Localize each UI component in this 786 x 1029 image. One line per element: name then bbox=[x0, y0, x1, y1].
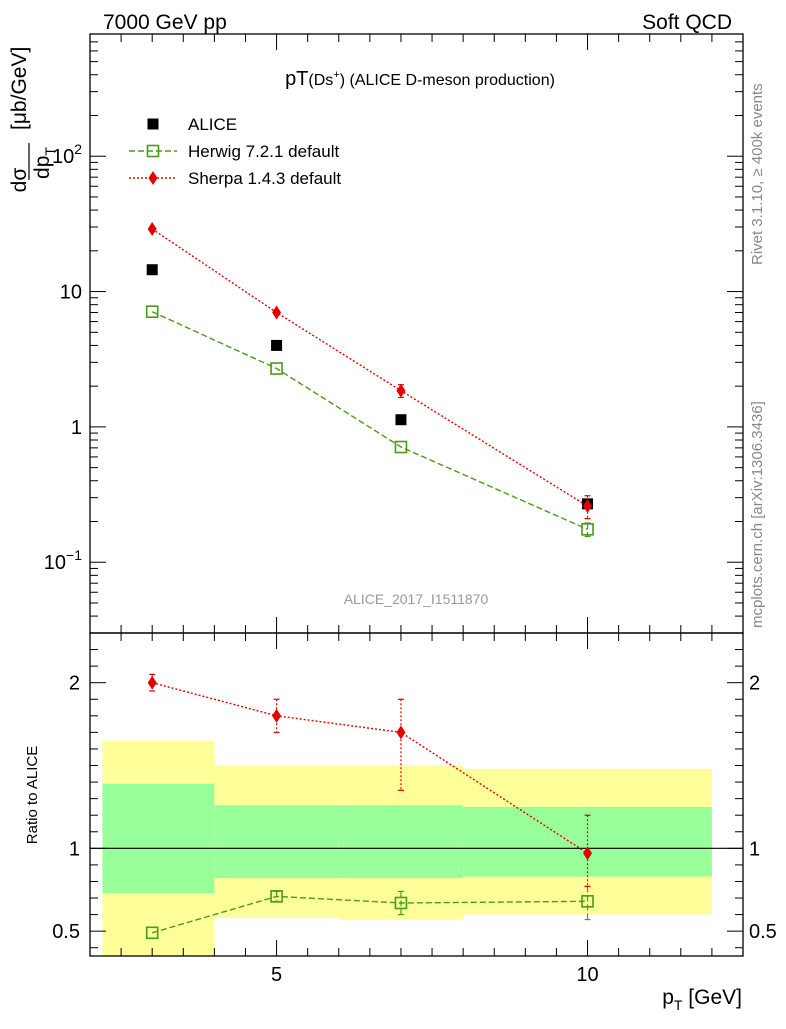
main-ytick-label-1: 1 bbox=[71, 417, 82, 439]
svg-text:[μb/GeV]: [μb/GeV] bbox=[8, 47, 31, 130]
main-y-label: dσ dpT [μb/GeV] bbox=[8, 47, 58, 193]
green-band-0 bbox=[102, 783, 215, 894]
ratio-series-line-0 bbox=[152, 895, 588, 934]
main-series-line-2 bbox=[151, 228, 588, 507]
main-series-layer bbox=[145, 221, 594, 538]
main-point-0-1 bbox=[271, 339, 283, 351]
main-point-1-2 bbox=[394, 440, 408, 454]
main-point-1-0 bbox=[145, 305, 159, 318]
main-ytick-label-2: 10 bbox=[60, 282, 82, 304]
x-tick-label-0: 5 bbox=[271, 964, 282, 986]
x-axis-label: pT [GeV] bbox=[662, 986, 742, 1013]
ratio-series-line-1 bbox=[152, 682, 588, 854]
ratio-point-1-1 bbox=[272, 708, 282, 723]
main-point-2-0 bbox=[147, 221, 157, 236]
main-point-2-3 bbox=[583, 499, 593, 514]
green-band-2 bbox=[338, 805, 464, 879]
main-point-1-3 bbox=[581, 523, 594, 536]
ratio-ytick-label-left-2: 2 bbox=[69, 673, 80, 695]
main-series-2 bbox=[147, 221, 593, 520]
panel-frames bbox=[89, 33, 744, 957]
main-ytick-label-0: 10−1 bbox=[44, 547, 82, 574]
main-point-0-0 bbox=[146, 264, 158, 276]
main-series-line-1 bbox=[151, 311, 588, 530]
side-text-mcplots: mcplots.cern.ch [arXiv:1306.3436] bbox=[749, 401, 766, 628]
ratio-frame bbox=[89, 632, 744, 957]
legend-label-1: Herwig 7.2.1 default bbox=[188, 142, 339, 161]
ratio-point-1-0 bbox=[147, 675, 157, 690]
ratio-ytick-label-right-1: 1 bbox=[749, 838, 760, 860]
side-text-rivet: Rivet 3.1.10, ≥ 400k events bbox=[749, 83, 766, 265]
legend-label-2: Sherpa 1.4.3 default bbox=[188, 169, 341, 188]
ratio-point-0-3 bbox=[581, 895, 594, 908]
green-band-3 bbox=[463, 806, 712, 877]
legend-marker-0 bbox=[147, 118, 159, 130]
axis-ticks: 5 10 10−1 1 10 102 0.5 0.5 1 1 2 2 bbox=[44, 33, 777, 986]
ratio-series-layer bbox=[145, 673, 594, 940]
ratio-point-1-3 bbox=[583, 846, 593, 861]
main-point-2-2 bbox=[396, 383, 406, 398]
ratio-ytick-label-left-1: 1 bbox=[69, 838, 80, 860]
svg-text:dpT: dpT bbox=[31, 147, 58, 179]
green-band-1 bbox=[214, 805, 339, 879]
ratio-series-1 bbox=[147, 673, 593, 888]
main-title: pT(Ds+) (ALICE D-meson production) bbox=[285, 68, 555, 90]
ratio-point-0-0 bbox=[145, 926, 159, 940]
header-left: 7000 GeV pp bbox=[103, 11, 227, 34]
analysis-watermark: ALICE_2017_I1511870 bbox=[344, 591, 489, 607]
svg-text:dσ: dσ bbox=[8, 168, 31, 193]
main-series-0 bbox=[146, 264, 594, 510]
x-tick-label-1: 10 bbox=[576, 964, 598, 986]
ratio-point-0-1 bbox=[270, 890, 283, 903]
legend-marker-1 bbox=[146, 144, 160, 158]
main-series-1 bbox=[145, 305, 594, 538]
ratio-ytick-label-left-0: 0.5 bbox=[52, 921, 80, 943]
main-ytick-label-3: 102 bbox=[52, 141, 82, 168]
ratio-series-0 bbox=[145, 885, 594, 940]
main-point-0-2 bbox=[395, 414, 407, 426]
legend-label-0: ALICE bbox=[188, 115, 237, 134]
ratio-y-label: Ratio to ALICE bbox=[24, 746, 41, 844]
header-right: Soft QCD bbox=[642, 11, 732, 34]
main-point-2-1 bbox=[272, 305, 282, 320]
ratio-ytick-label-right-2: 2 bbox=[749, 673, 760, 695]
main-point-1-1 bbox=[270, 362, 283, 375]
legend: ALICE Herwig 7.2.1 default Sherpa 1.4.3 de… bbox=[129, 115, 341, 188]
ratio-ytick-label-right-0: 0.5 bbox=[749, 921, 777, 943]
ratio-point-0-2 bbox=[394, 896, 408, 910]
legend-marker-2 bbox=[148, 171, 158, 185]
ratio-point-1-2 bbox=[396, 725, 406, 740]
